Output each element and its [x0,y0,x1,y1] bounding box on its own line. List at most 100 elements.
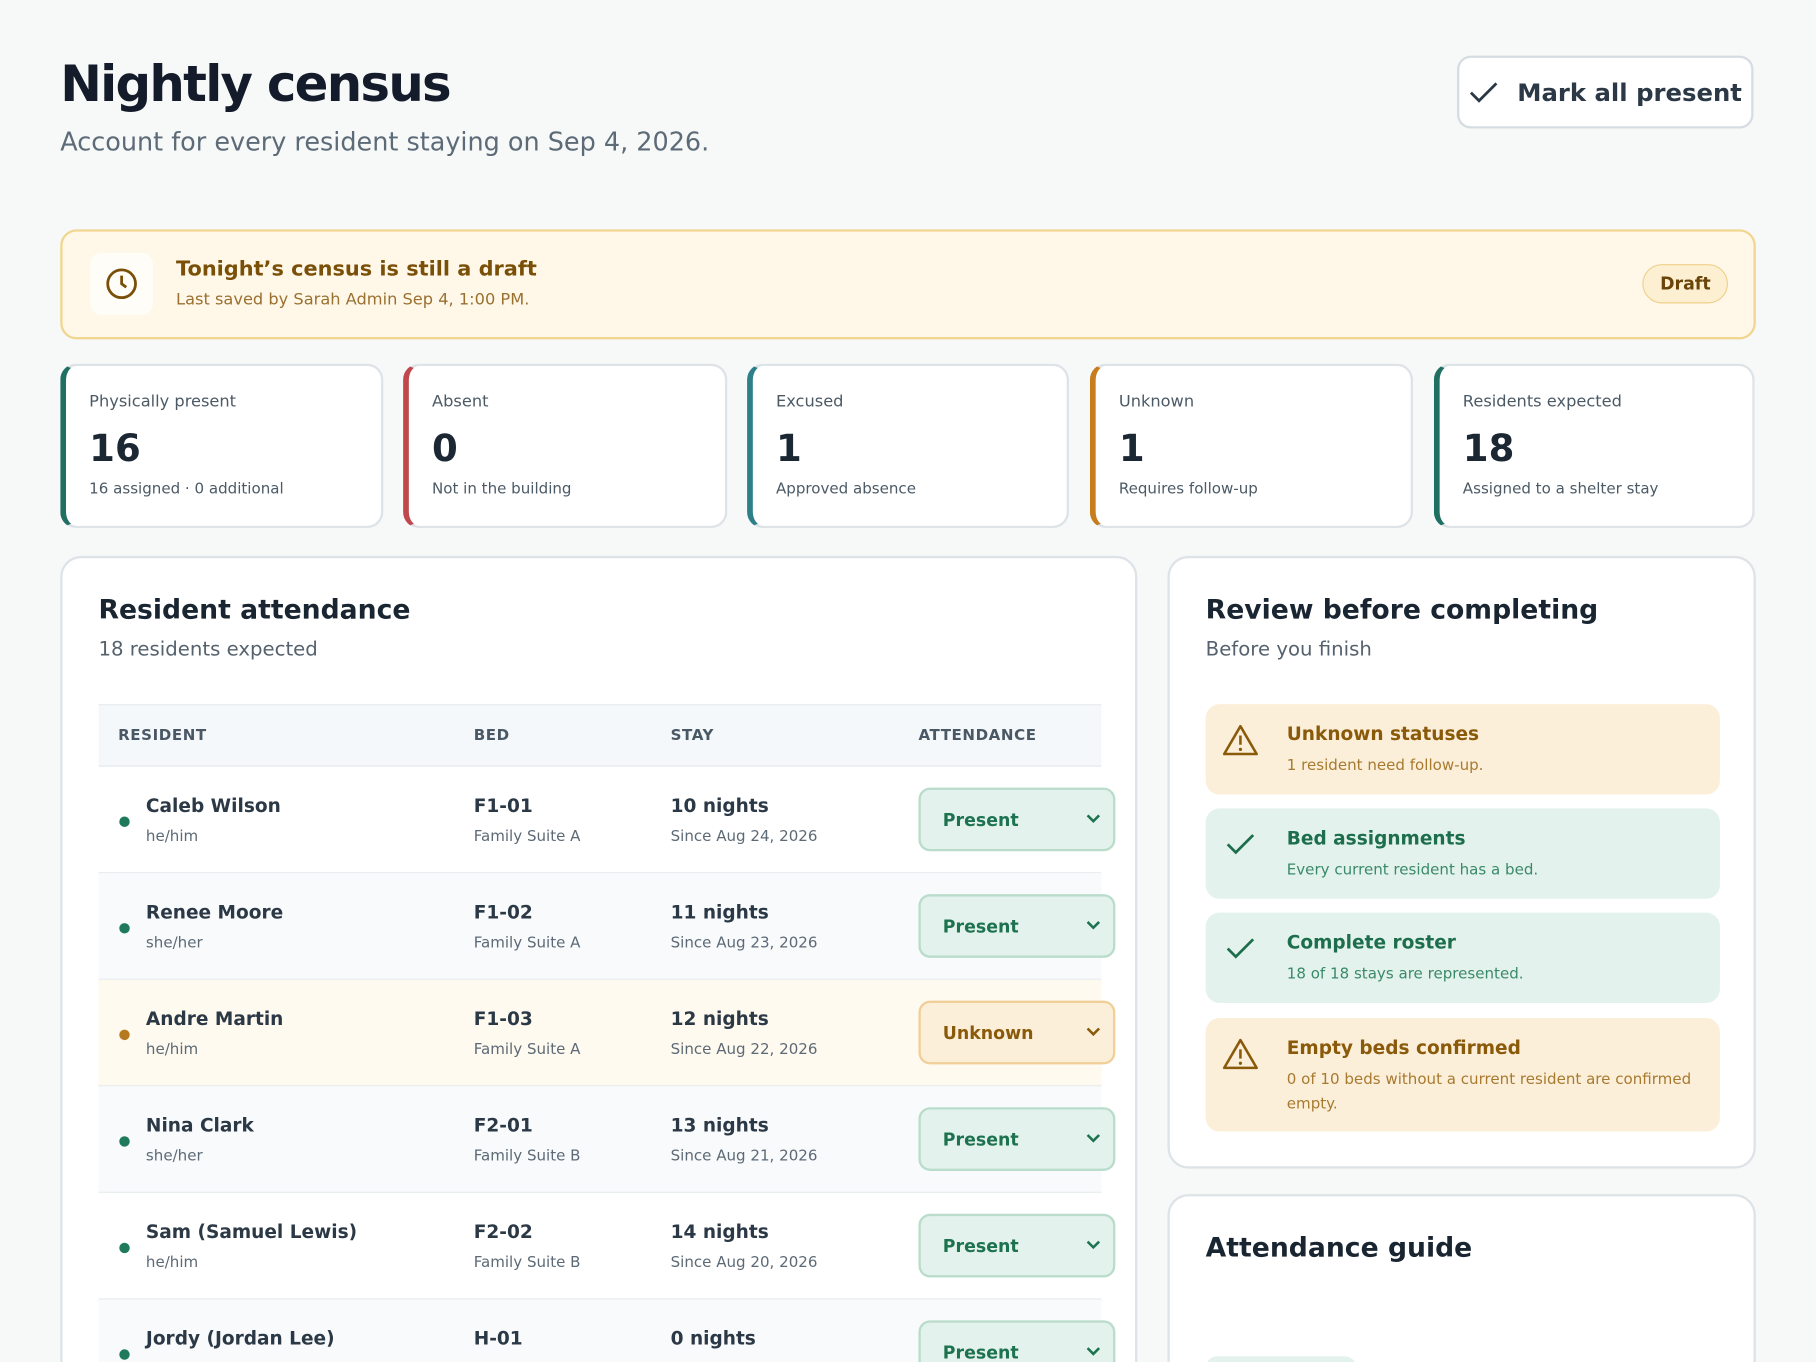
attendance-subtitle: 18 residents expected [98,638,318,662]
review-item: Empty beds confirmed 0 of 10 beds withou… [1205,1018,1720,1132]
mark-all-button[interactable]: Mark all present [1457,55,1754,129]
stat-value: 16 [89,426,141,471]
review-item-text: 18 of 18 stays are represented. [1286,965,1524,984]
bed: H-01 [473,1327,523,1350]
attendance-select[interactable]: Present [918,1107,1116,1171]
stat-label: Unknown [1118,392,1195,412]
stat-note: Requires follow-up [1118,480,1258,499]
attendance-select[interactable]: Unknown [918,1000,1116,1065]
room: Harbor B [474,1361,541,1362]
resident-name: Renee Moore [145,901,284,924]
attendance-panel: Resident attendance 18 residents expecte… [60,555,1138,1362]
resident-name: Nina Clark [145,1114,254,1137]
table-header: RESIDENT BED STAY ATTENDANCE [98,704,1102,767]
attendance-status: Present [942,1235,1019,1257]
stat-note: Approved absence [775,480,916,499]
resident-row: Nina Clark she/her F2-01 Family Suite B … [98,1086,1116,1193]
stat-value: 0 [432,426,458,471]
column-header: BED [473,727,510,745]
resident-pronouns: she/her [145,934,203,953]
resident-name: Sam (Samuel Lewis) [145,1220,358,1243]
resident-pronouns: he/him [145,1041,199,1059]
stay: 10 nights [670,794,769,817]
warning-icon [1222,723,1259,762]
page-title: Nightly census [60,55,451,114]
attendance-select[interactable]: Present [918,1213,1116,1278]
resident-pronouns: he/him [145,828,199,846]
room: Family Suite B [473,1147,581,1166]
resident-row: Caleb Wilson he/him F1-01 Family Suite A… [98,766,1116,874]
bed: F2-02 [473,1220,533,1243]
chevron [1086,1134,1101,1143]
stay: 12 nights [670,1007,769,1030]
guide-chip [1205,1356,1357,1362]
draft-banner: Tonight’s census is still a draft Last s… [60,229,1756,340]
since: Since Aug 23, 2026 [670,934,818,953]
resident-row: Renee Moore she/her F1-02 Family Suite A… [98,873,1116,980]
resident-name: Andre Martin [145,1007,284,1030]
resident-name: Jordy (Jordan Lee) [145,1327,335,1350]
banner-title: Tonight’s census is still a draft [176,257,537,282]
attendance-table: RESIDENT BED STAY ATTENDANCE Caleb Wilson h… [98,704,1116,1362]
attendance-title: Resident attendance [98,595,411,626]
stat-note: Not in the building [432,480,572,499]
review-item-title: Complete roster [1286,931,1456,954]
room: Family Suite B [473,1254,581,1272]
attendance-status: Present [942,809,1019,831]
attendance-select[interactable]: Present [918,787,1116,852]
stay: 13 nights [670,1114,769,1137]
room: Family Suite A [473,1041,581,1059]
bed: F1-02 [473,901,533,924]
stat-card: Residents expected 18 Assigned to a shel… [1433,363,1755,529]
review-item: Unknown statuses 1 resident need follow-… [1205,704,1720,795]
status-dot [119,1029,130,1041]
status-dot [119,923,130,934]
resident-pronouns: he/him [145,1254,199,1272]
review-title: Review before completing [1205,595,1599,626]
draft-badge: Draft [1642,264,1729,304]
attendance-status: Present [942,1342,1019,1362]
page-subtitle: Account for every resident staying on Se… [60,128,710,158]
column-header: RESIDENT [118,727,207,745]
check-icon [1222,827,1259,866]
review-item: Bed assignments Every current resident h… [1205,808,1720,899]
attendance-select[interactable]: Present [918,1320,1116,1362]
room: Family Suite A [473,934,581,953]
status-dot [119,1349,130,1360]
resident-row: Jordy (Jordan Lee) they/them H-01 Harbor… [98,1299,1116,1362]
review-item-title: Bed assignments [1286,826,1466,849]
stay: 0 nights [670,1327,756,1350]
chevron [1086,814,1101,823]
bed: F1-01 [473,794,533,817]
chevron [1086,1240,1101,1250]
since: Since Aug 22, 2026 [670,1041,818,1059]
stat-label: Excused [775,392,844,412]
clock-icon [90,252,153,316]
status-dot [119,1242,130,1254]
since: Since Sep 3, 2026 [671,1361,807,1362]
stat-card: Absent 0 Not in the building [403,363,728,529]
stat-value: 1 [1118,426,1145,471]
stat-label: Residents expected [1462,392,1622,412]
stat-label: Absent [432,392,489,412]
check-icon [1222,931,1259,970]
stay: 11 nights [670,901,769,924]
review-item: Complete roster 18 of 18 stays are repre… [1205,912,1720,1004]
stat-card: Excused 1 Approved absence [747,363,1070,529]
chevron [1086,921,1101,930]
resident-row: Andre Martin he/him F1-03 Family Suite A… [98,979,1116,1087]
bed: F2-01 [473,1114,533,1137]
since: Since Aug 20, 2026 [670,1254,818,1272]
review-panel: Review before completing Before you fini… [1167,555,1756,1169]
warning-icon [1222,1037,1259,1076]
attendance-status: Unknown [942,1022,1034,1044]
attendance-select[interactable]: Present [918,894,1116,958]
attendance-status: Present [942,1129,1019,1151]
resident-name: Caleb Wilson [145,794,281,817]
stat-note: 16 assigned · 0 additional [89,480,284,499]
review-item-text: 0 of 10 beds without a current resident … [1286,1071,1692,1114]
since: Since Aug 21, 2026 [670,1147,818,1166]
review-item-title: Unknown statuses [1286,722,1480,745]
